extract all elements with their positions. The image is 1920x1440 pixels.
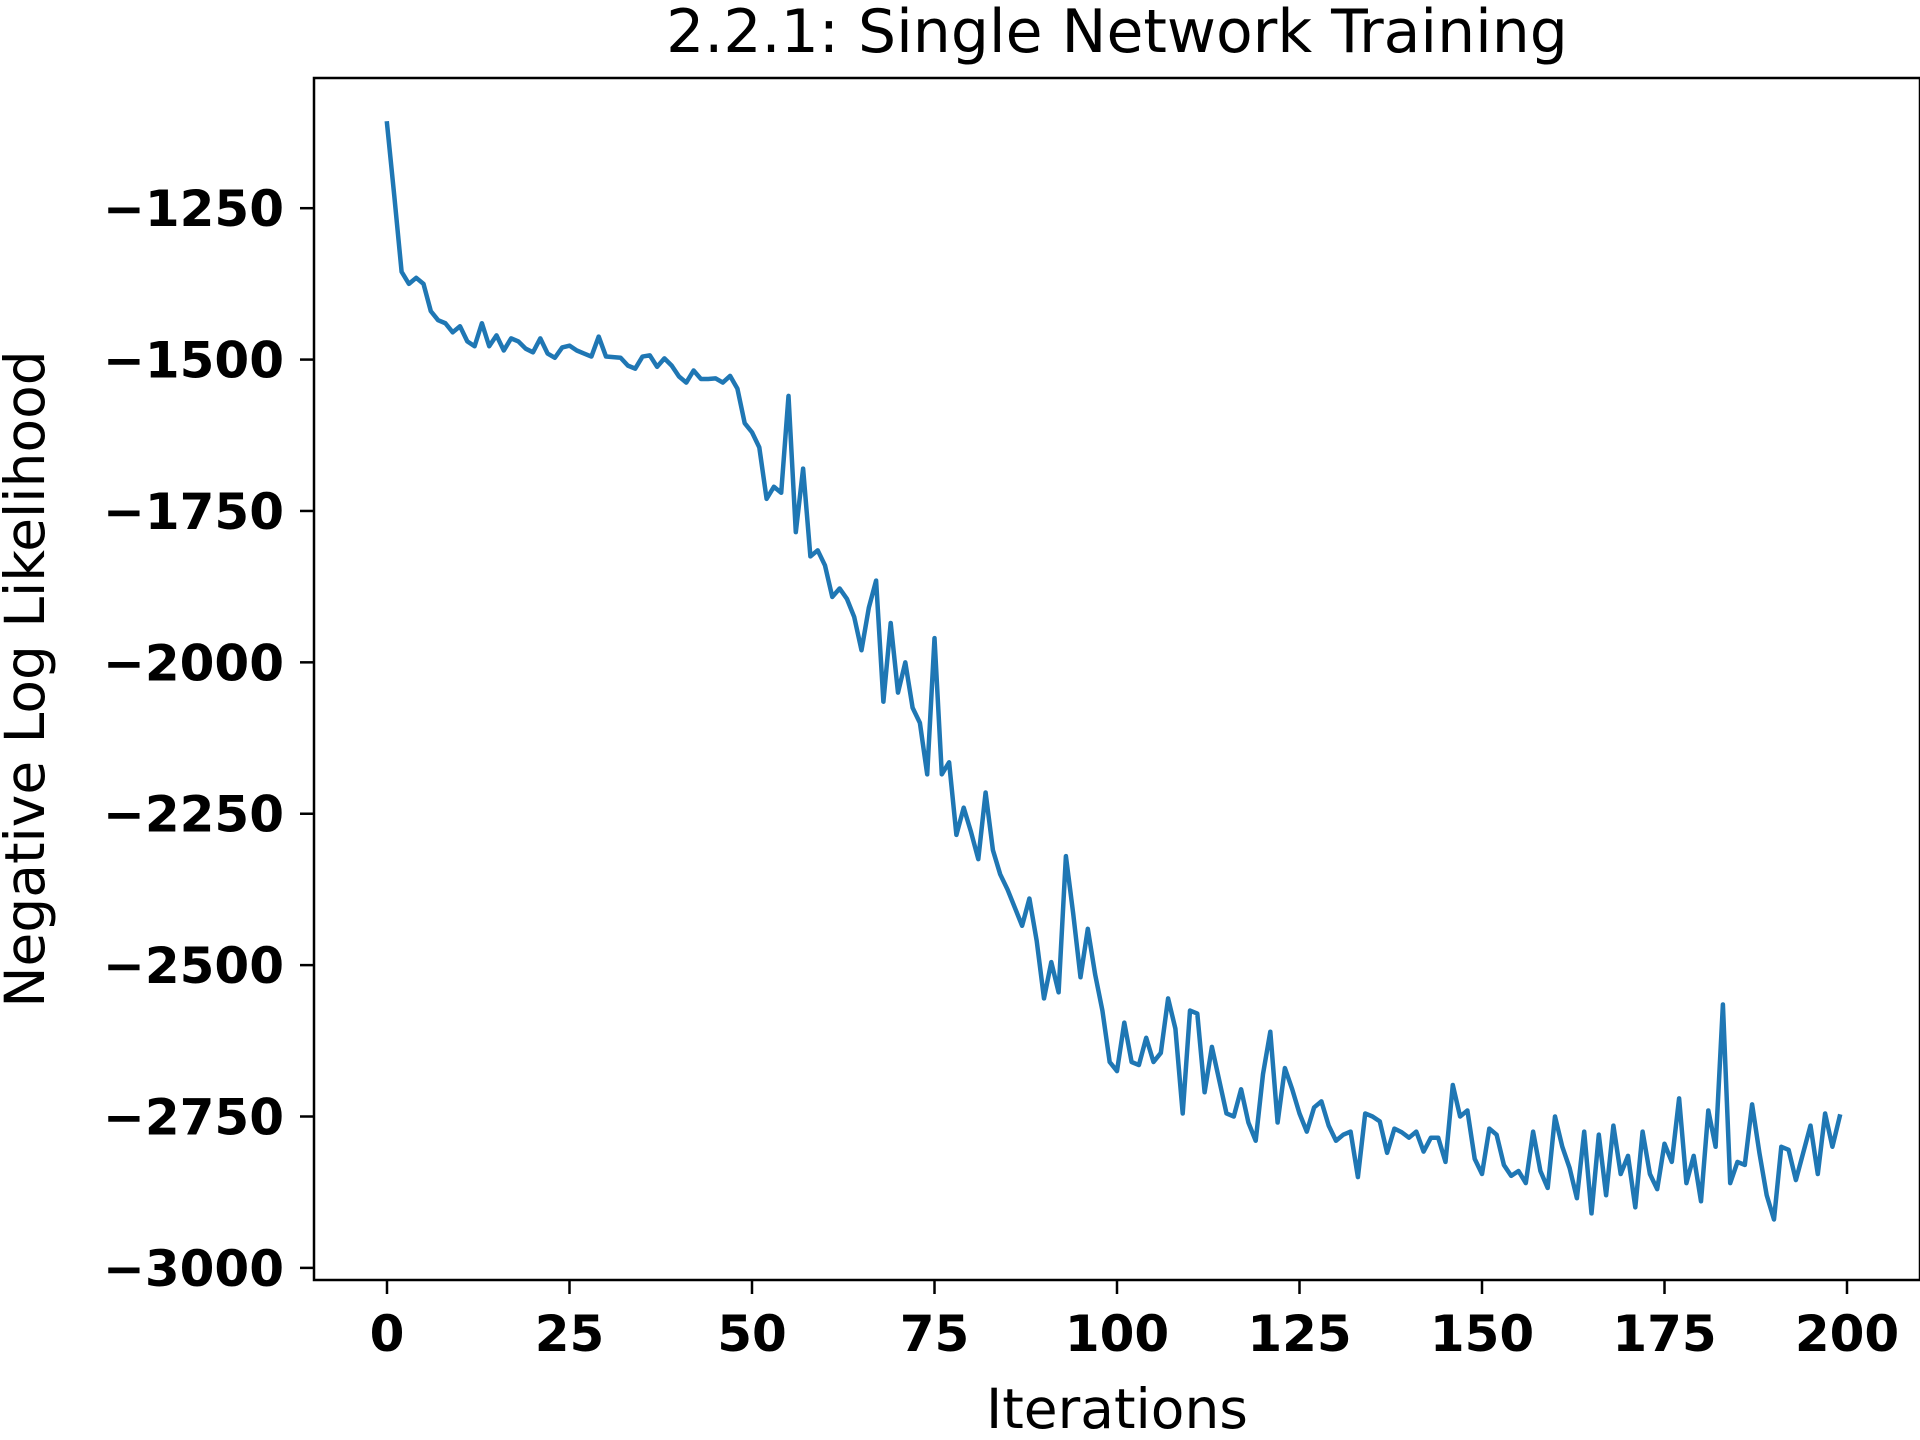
y-tick-label: −2000: [103, 634, 284, 692]
x-tick-label: 175: [1612, 1305, 1716, 1363]
x-tick-label: 200: [1795, 1305, 1899, 1363]
y-axis-label: Negative Log Likelihood: [0, 350, 57, 1007]
x-tick-label: 125: [1247, 1305, 1351, 1363]
y-tick-label: −3000: [103, 1240, 284, 1298]
x-tick-label: 0: [370, 1305, 405, 1363]
x-axis-label: Iterations: [986, 1377, 1248, 1440]
y-tick-label: −1250: [103, 180, 284, 238]
x-tick-label: 100: [1065, 1305, 1169, 1363]
series-line: [384, 120, 1843, 1222]
y-tick-label: −2250: [103, 786, 284, 844]
chart-title: 2.2.1: Single Network Training: [666, 0, 1568, 67]
x-tick-label: 75: [900, 1305, 970, 1363]
y-tick-label: −2750: [103, 1089, 284, 1147]
y-tick-label: −2500: [103, 937, 284, 995]
y-tick-label: −1750: [103, 483, 284, 541]
x-tick-label: 150: [1430, 1305, 1534, 1363]
x-tick-label: 25: [535, 1305, 605, 1363]
x-axis: 0 25 50 75 100 125 150 175 200: [370, 1280, 1899, 1363]
y-axis: −1250 −1500 −1750 −2000 −2250 −2500 −2750 −3000: [103, 180, 314, 1298]
x-tick-label: 50: [717, 1305, 787, 1363]
y-tick-label: −1500: [103, 332, 284, 390]
